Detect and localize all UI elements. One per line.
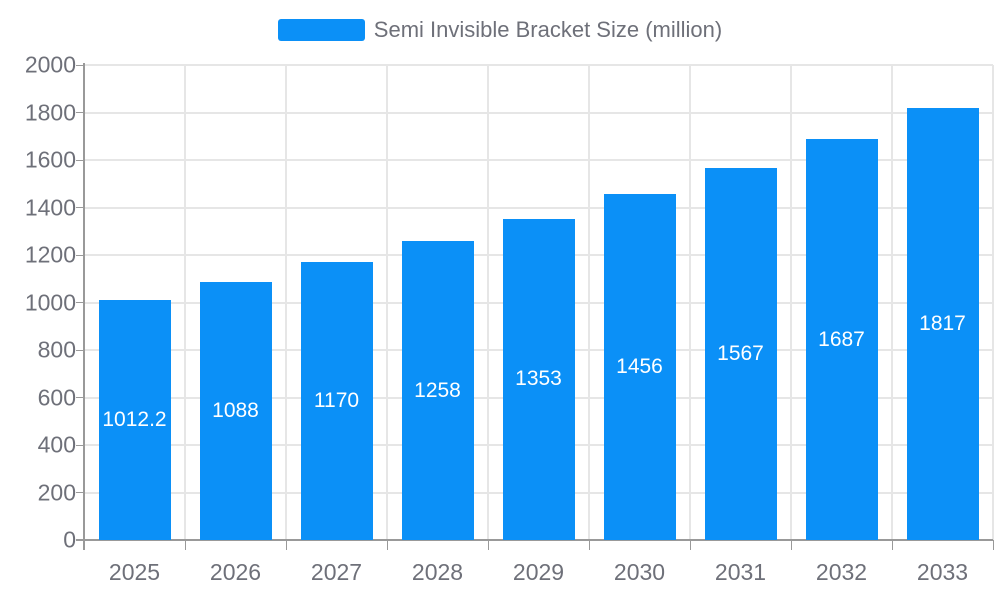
y-axis-tick [76, 159, 84, 161]
y-axis-tick [76, 64, 84, 66]
x-axis-label: 2025 [108, 559, 161, 585]
x-axis-tick [487, 540, 489, 550]
x-gridline [285, 65, 287, 540]
y-axis-label: 0 [63, 526, 76, 553]
bar[interactable]: 1817 [906, 108, 979, 540]
y-gridline [84, 111, 993, 114]
x-axis-tick [588, 540, 590, 550]
bar-value-label: 1687 [818, 327, 865, 351]
y-axis-tick [76, 302, 84, 303]
y-axis-tick [76, 492, 84, 493]
y-gridline [84, 64, 993, 66]
bar[interactable]: 1088 [199, 281, 272, 540]
bar-value-label: 1353 [515, 367, 562, 391]
y-axis-label: 1600 [24, 146, 76, 173]
bar[interactable]: 1012.2 [98, 299, 171, 540]
bar-value-label: 1088 [212, 398, 259, 422]
x-axis-label: 2030 [613, 559, 666, 585]
bar[interactable]: 1353 [502, 218, 575, 540]
x-axis-tick [891, 540, 893, 550]
y-gridline [84, 206, 993, 209]
y-axis-label: 1800 [24, 99, 76, 125]
bar[interactable]: 1456 [603, 194, 676, 540]
y-axis-tick [76, 349, 84, 351]
y-axis-tick [76, 254, 84, 256]
y-gridline [84, 159, 993, 161]
x-axis-label: 2031 [714, 559, 767, 585]
x-gridline [689, 65, 691, 540]
bar[interactable]: 1170 [300, 262, 373, 540]
y-axis-label: 200 [37, 479, 76, 505]
x-axis-tick [689, 540, 691, 550]
bar[interactable]: 1687 [805, 139, 878, 540]
x-gridline [386, 65, 388, 540]
x-axis-label: 2027 [310, 559, 363, 585]
bar-value-label: 1012.2 [102, 407, 167, 431]
bar-value-label: 1817 [919, 312, 966, 336]
legend-swatch [277, 18, 365, 41]
bar-value-label: 1170 [313, 389, 360, 413]
legend[interactable]: Semi Invisible Bracket Size (million) [0, 16, 1000, 43]
x-axis-tick [184, 540, 186, 550]
y-axis-label: 600 [37, 384, 76, 410]
x-gridline [184, 65, 186, 540]
x-axis-tick [285, 540, 287, 550]
legend-label: Semi Invisible Bracket Size (million) [373, 17, 723, 42]
x-axis-tick [386, 540, 388, 550]
x-axis-label: 2032 [815, 559, 868, 585]
y-axis-label: 400 [37, 431, 76, 458]
bar-value-label: 1258 [414, 378, 461, 402]
x-axis-label: 2029 [512, 559, 565, 585]
y-axis-tick [76, 112, 84, 113]
bar[interactable]: 1567 [704, 167, 777, 540]
y-axis-label: 2000 [24, 51, 76, 78]
y-axis-tick [76, 444, 84, 446]
y-axis-label: 1400 [24, 194, 76, 220]
x-axis-line [76, 539, 993, 541]
y-axis-label: 800 [37, 336, 76, 363]
bar-value-label: 1567 [717, 341, 764, 365]
y-axis-label: 1200 [24, 241, 76, 268]
bar-value-label: 1456 [616, 355, 663, 379]
bar[interactable]: 1258 [401, 241, 474, 540]
x-axis-label: 2028 [411, 559, 464, 585]
x-gridline [790, 65, 792, 540]
y-axis-tick [76, 397, 84, 398]
x-gridline [588, 65, 590, 540]
y-axis-tick [76, 207, 84, 208]
x-axis-tick [992, 540, 994, 550]
x-gridline [891, 65, 893, 540]
y-axis-label: 1000 [24, 289, 76, 315]
x-axis-label: 2026 [209, 559, 262, 585]
x-axis-label: 2033 [916, 559, 969, 585]
x-axis-tick [790, 540, 792, 550]
x-gridline [487, 65, 489, 540]
y-axis-line [83, 63, 85, 550]
x-gridline [992, 65, 994, 540]
